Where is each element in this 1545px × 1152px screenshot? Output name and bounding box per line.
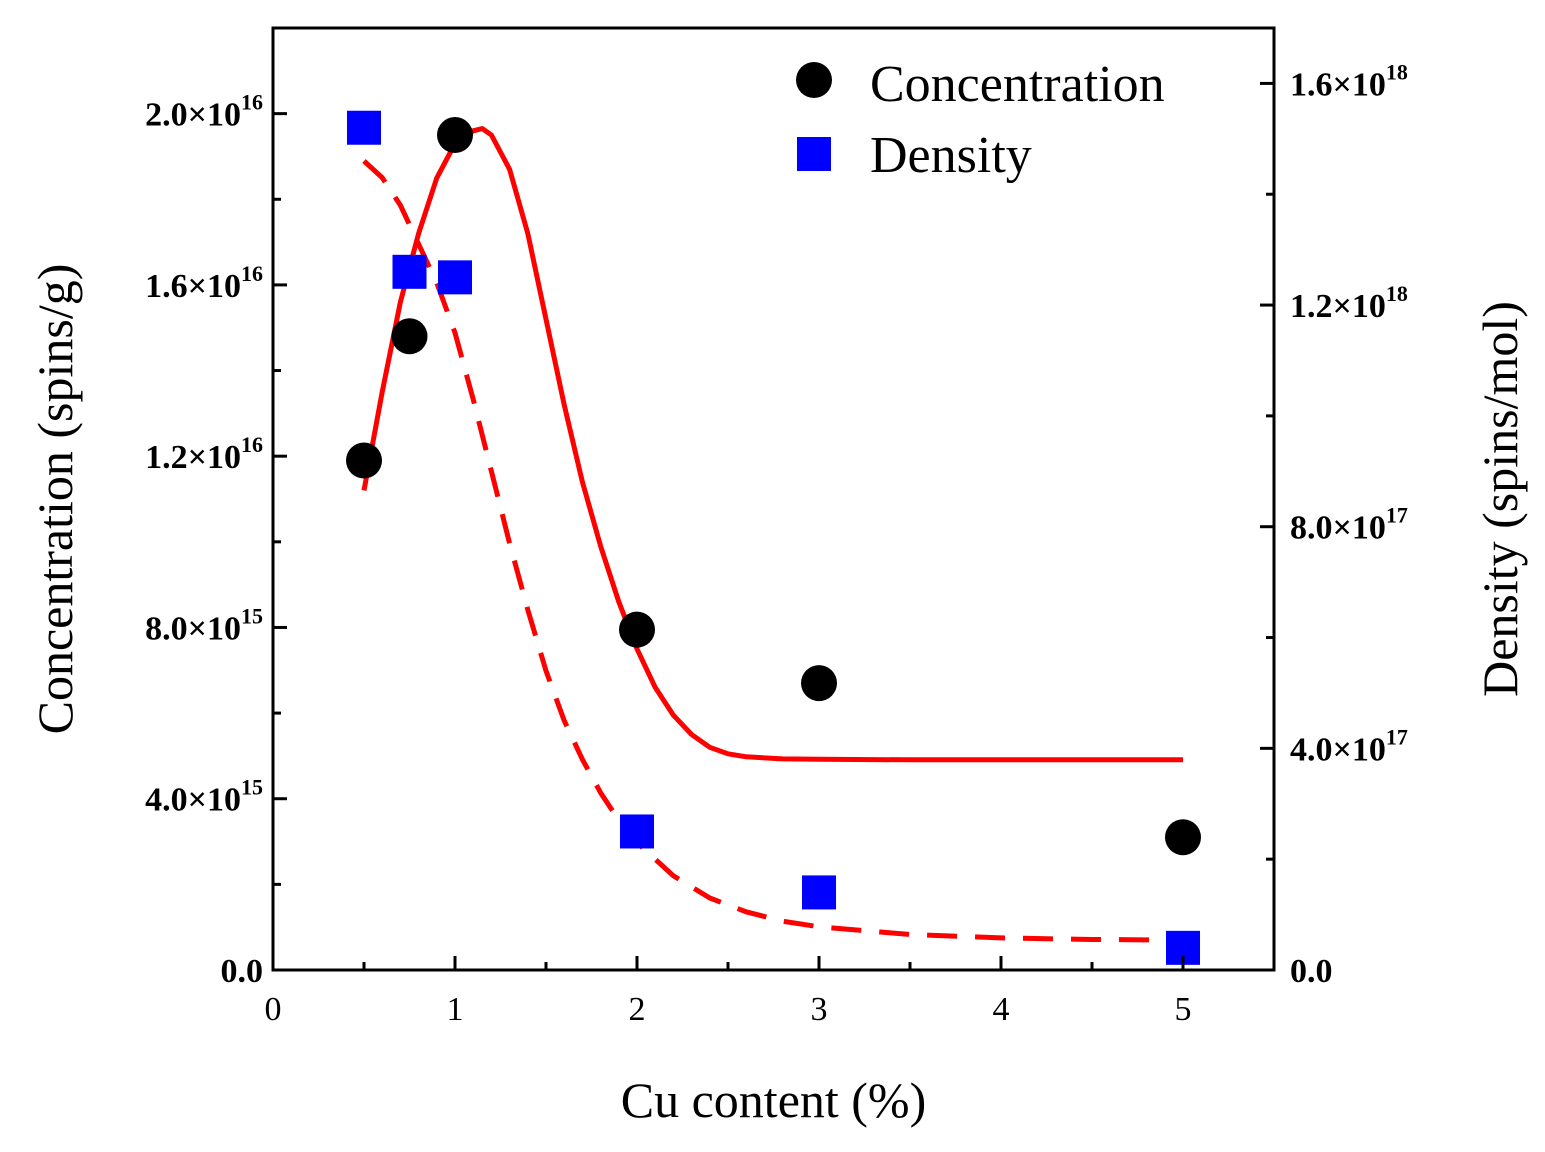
- y-left-tick-label-mantissa: 0.0: [221, 953, 264, 990]
- concentration-point: [391, 318, 428, 355]
- concentration-point: [437, 117, 473, 154]
- density-point: [347, 110, 381, 145]
- concentration-point: [1165, 819, 1201, 856]
- legend-label-concentration: Concentration: [870, 56, 1165, 113]
- y-right-tick-label-exponent: 17: [1386, 724, 1408, 749]
- density-point: [392, 254, 427, 289]
- y-left-tick-label-mantissa: 2.0×10: [145, 97, 241, 134]
- legend-marker-density: [797, 137, 831, 171]
- y-left-tick-label: 4.0×1015: [145, 775, 263, 819]
- y-right-tick-label: 8.0×1017: [1290, 503, 1408, 547]
- tick-labels: 0 1 2 3 4 50.04.0×10158.0×10151.2×10161.6×101…: [145, 59, 1408, 1028]
- legend-marker-concentration: [796, 62, 832, 98]
- y-right-tick-label: 4.0×1017: [1290, 724, 1408, 768]
- y-left-tick-label-mantissa: 1.6×10: [145, 268, 241, 305]
- x-tick-label: 1: [447, 991, 464, 1028]
- legend-label-density: Density: [870, 127, 1032, 184]
- y-left-tick-label-exponent: 15: [241, 603, 263, 628]
- y-axis-left-title: Concentration (spins/g): [27, 264, 83, 735]
- y-left-tick-label-exponent: 16: [241, 90, 263, 115]
- y-right-tick-label-exponent: 18: [1386, 59, 1408, 84]
- fit-curves: [361, 126, 1184, 943]
- y-right-tick-label-mantissa: 1.2×10: [1290, 288, 1386, 325]
- density-point: [802, 875, 836, 910]
- concentration-point: [801, 665, 837, 702]
- y-left-tick-label-mantissa: 8.0×10: [145, 610, 241, 647]
- concentration-point: [346, 442, 382, 479]
- y-right-tick-label: 0.0: [1290, 953, 1333, 990]
- concentration-fit: [361, 126, 1183, 763]
- concentration-point: [619, 611, 655, 648]
- x-tick-label: 5: [1175, 991, 1192, 1028]
- x-tick-label: 3: [811, 991, 828, 1028]
- x-axis-title: Cu content (%): [621, 1072, 926, 1128]
- y-left-tick-label-mantissa: 4.0×10: [145, 782, 241, 819]
- y-left-tick-label: 0.0: [221, 953, 264, 990]
- y-left-tick-label: 8.0×1015: [145, 603, 263, 647]
- y-right-tick-label-exponent: 17: [1386, 503, 1408, 528]
- density-fit: [362, 159, 1184, 943]
- y-left-tick-label: 1.2×1016: [145, 432, 263, 476]
- y-axis-right-title: Density (spins/mol): [1472, 301, 1528, 697]
- y-right-tick-label-mantissa: 8.0×10: [1290, 510, 1386, 547]
- y-right-tick-label-mantissa: 1.6×10: [1290, 66, 1386, 103]
- y-left-tick-label: 2.0×1016: [145, 90, 263, 134]
- x-tick-label: 2: [629, 991, 646, 1028]
- y-right-tick-label: 1.6×1018: [1290, 59, 1408, 103]
- y-right-tick-label-mantissa: 4.0×10: [1290, 731, 1386, 768]
- y-left-tick-label-exponent: 16: [241, 261, 263, 286]
- y-right-tick-label-exponent: 18: [1386, 281, 1408, 306]
- y-right-tick-label: 1.2×1018: [1290, 281, 1408, 325]
- axis-ticks: [271, 26, 1276, 972]
- y-left-tick-label-exponent: 15: [241, 775, 263, 800]
- density-point: [438, 260, 472, 295]
- y-left-tick-label: 1.6×1016: [145, 261, 263, 305]
- y-left-tick-label-mantissa: 1.2×10: [145, 439, 241, 476]
- y-left-tick-label-exponent: 16: [241, 432, 263, 457]
- x-tick-label: 4: [993, 991, 1010, 1028]
- y-right-tick-label-mantissa: 0.0: [1290, 953, 1333, 990]
- x-tick-label: 0: [265, 991, 282, 1028]
- data-points: [346, 110, 1201, 965]
- legend: Concentration Density: [796, 56, 1165, 184]
- plot-frame: [271, 26, 1276, 972]
- density-point: [620, 814, 654, 849]
